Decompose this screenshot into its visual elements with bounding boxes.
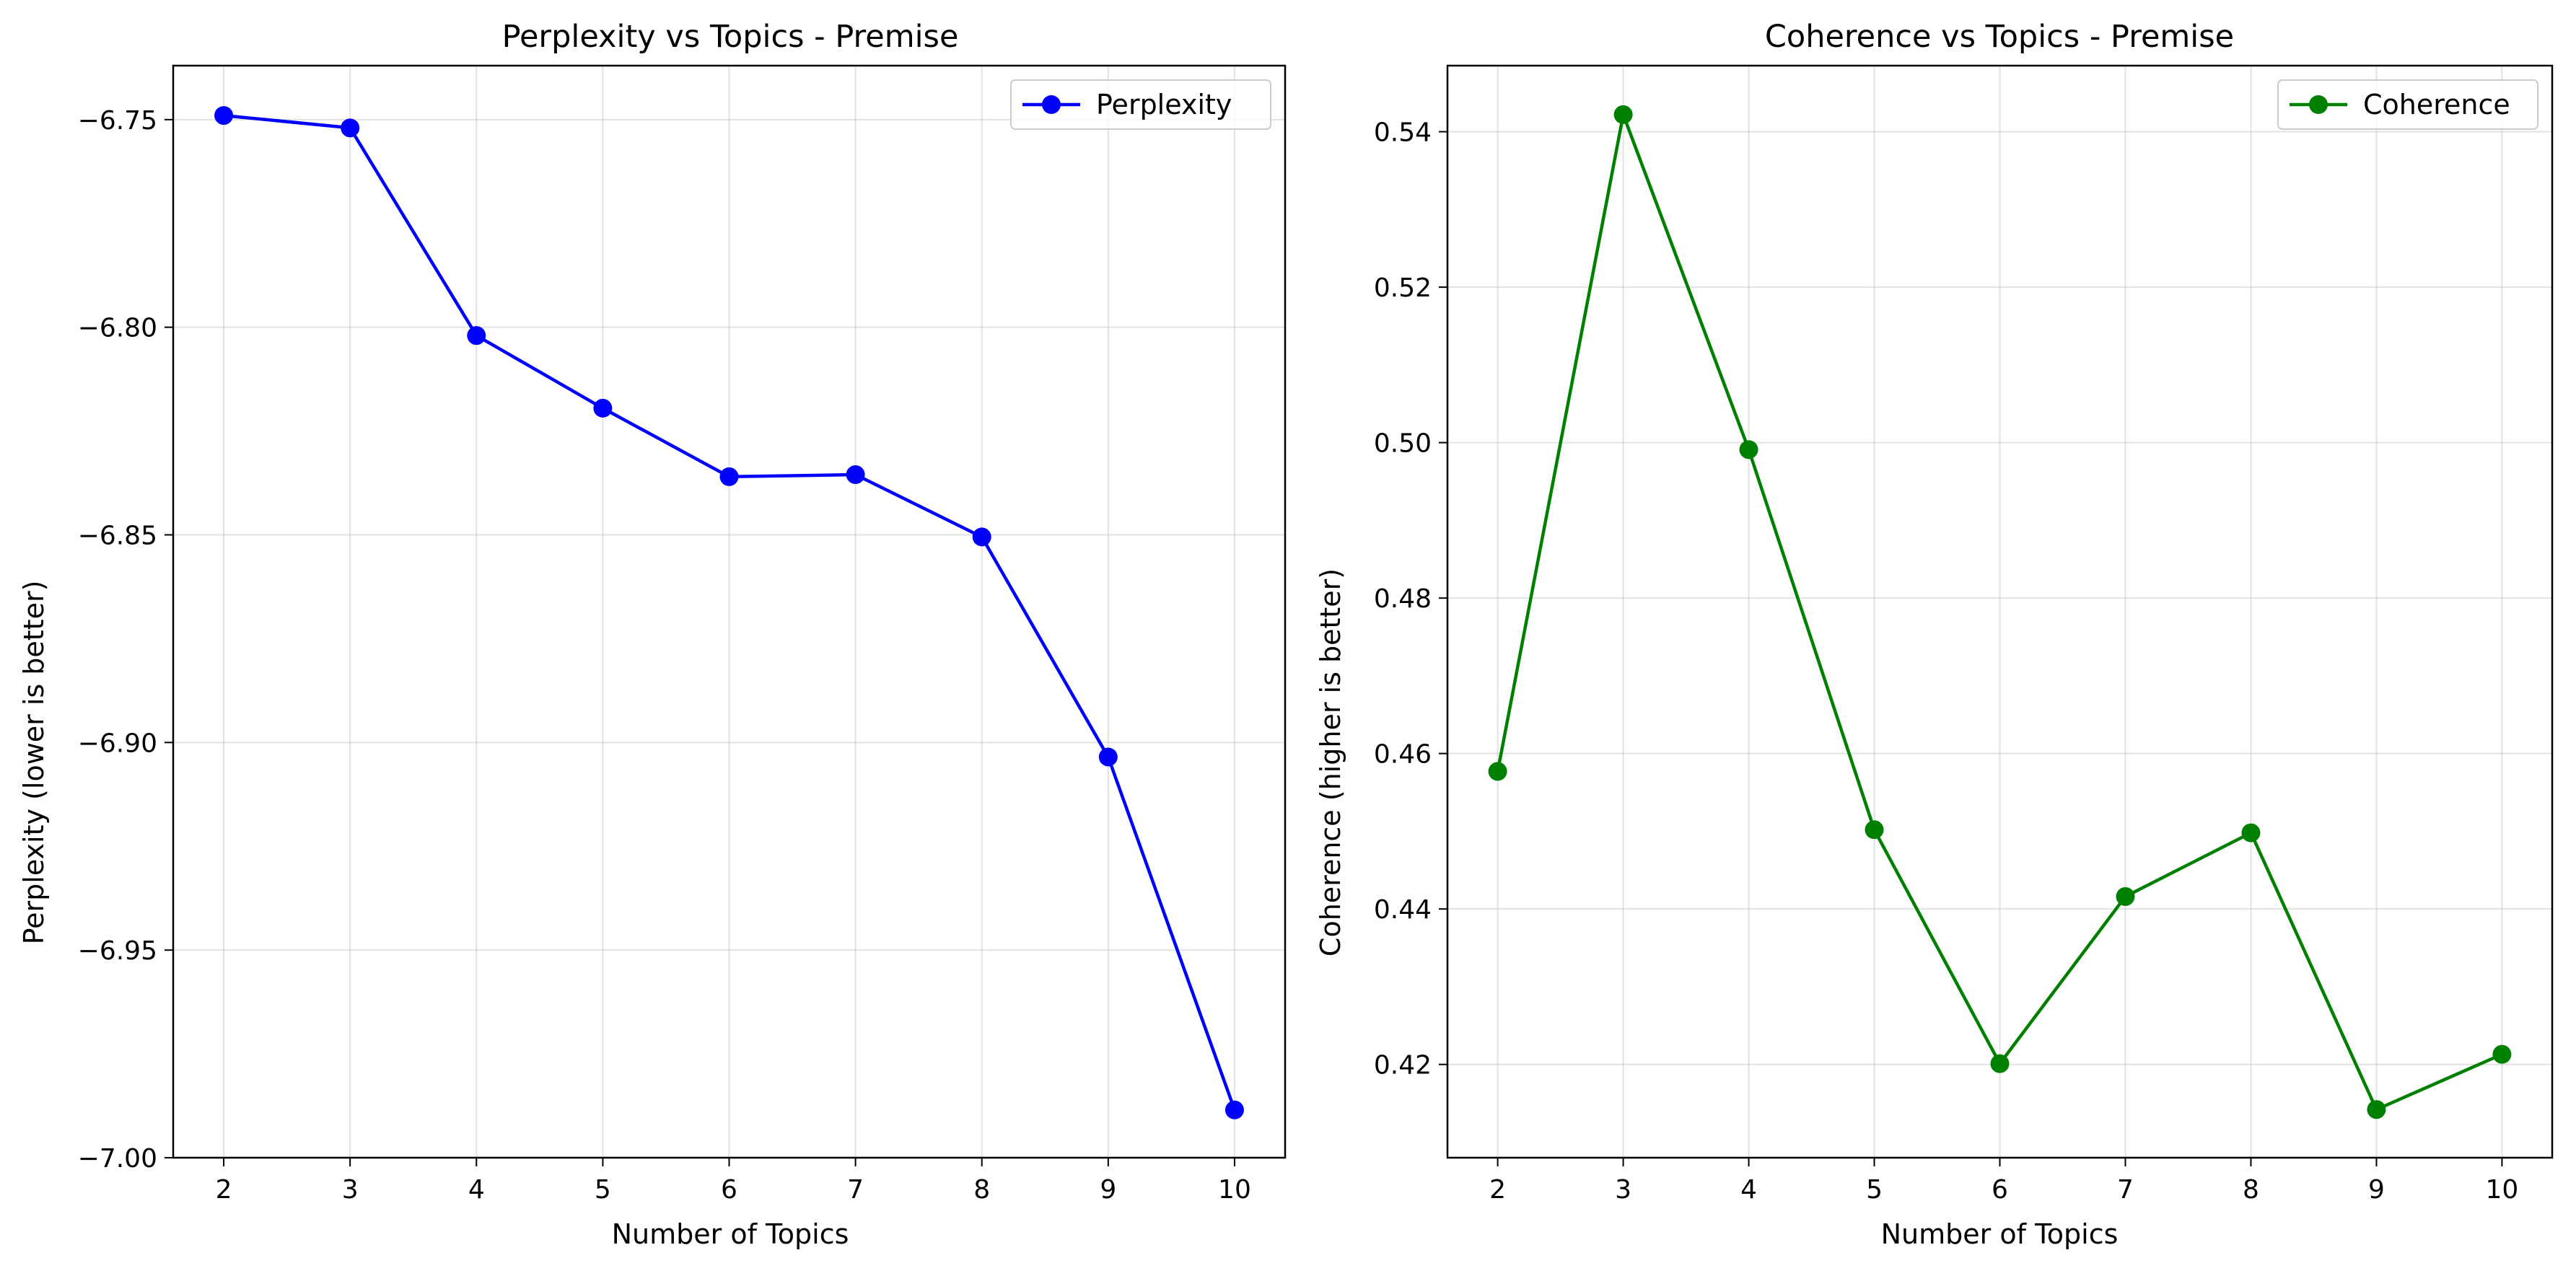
- coherence-x-tick-label: 4: [1740, 1175, 1757, 1205]
- perplexity-y-tick-label: −6.85: [78, 522, 157, 551]
- perplexity-y-tick-label: −6.90: [78, 729, 157, 758]
- perplexity-legend-box: [1010, 79, 1271, 130]
- coherence-y-tick-label: 0.42: [1374, 1051, 1432, 1081]
- perplexity-data-point: [846, 465, 865, 485]
- coherence-legend: Coherence: [2277, 79, 2538, 130]
- perplexity-data-point: [719, 467, 739, 486]
- coherence-y-tick-label: 0.54: [1374, 118, 1432, 148]
- coherence-legend-marker: [2309, 95, 2328, 114]
- coherence-grid: [1447, 66, 2552, 1158]
- coherence-legend-label: Coherence: [2363, 89, 2510, 120]
- perplexity-x-axis-label: Number of Topics: [612, 1218, 849, 1250]
- perplexity-axes-frame: [172, 64, 1287, 1159]
- coherence-axes-frame: [1446, 64, 2554, 1159]
- perplexity-legend: Perplexity: [1010, 79, 1271, 130]
- coherence-data-point: [1613, 105, 1633, 124]
- perplexity-x-tick-label: 5: [595, 1175, 611, 1205]
- perplexity-chart-title: Perplexity vs Topics - Premise: [502, 19, 959, 55]
- coherence-data-point: [1739, 440, 1758, 459]
- coherence-data-point: [2492, 1044, 2512, 1064]
- perplexity-y-tick-label: −6.80: [78, 314, 157, 343]
- perplexity-x-tick-label: 4: [468, 1175, 485, 1205]
- coherence-data-point: [1990, 1054, 2010, 1073]
- coherence-y-tick-label: 0.50: [1374, 429, 1432, 459]
- perplexity-y-axis-label: Perplexity (lower is better): [18, 581, 50, 945]
- coherence-data-point: [1865, 820, 1884, 840]
- coherence-data-point: [2116, 886, 2135, 906]
- coherence-x-tick-label: 10: [2486, 1175, 2519, 1205]
- coherence-x-axis-label: Number of Topics: [1881, 1218, 2119, 1250]
- perplexity-legend-marker: [1042, 95, 1061, 114]
- perplexity-x-tick-label: 7: [847, 1175, 864, 1205]
- perplexity-x-tick-label: 6: [721, 1175, 737, 1205]
- perplexity-data-point: [1098, 747, 1118, 767]
- coherence-chart-title: Coherence vs Topics - Premise: [1765, 19, 2234, 55]
- perplexity-x-tick-label: 8: [973, 1175, 990, 1205]
- perplexity-y-tick-label: −7.00: [78, 1144, 157, 1174]
- coherence-x-tick-label: 8: [2243, 1175, 2259, 1205]
- perplexity-data-point: [1225, 1100, 1244, 1119]
- coherence-x-tick-label: 6: [1992, 1175, 2008, 1205]
- perplexity-y-tick-label: −6.95: [78, 936, 157, 966]
- perplexity-data-point: [467, 326, 486, 346]
- perplexity-x-tick-label: 2: [216, 1175, 232, 1205]
- coherence-x-tick-label: 5: [1866, 1175, 1883, 1205]
- perplexity-chart: Perplexity vs Topics - Premise Number of…: [18, 19, 1287, 1250]
- perplexity-legend-label: Perplexity: [1096, 89, 1232, 120]
- coherence-y-tick-label: 0.52: [1374, 273, 1432, 303]
- coherence-x-tick-label: 9: [2368, 1175, 2385, 1205]
- coherence-chart: Coherence vs Topics - Premise Number of …: [1315, 19, 2554, 1250]
- coherence-data-point: [1488, 762, 1507, 781]
- perplexity-data-point: [972, 527, 991, 547]
- perplexity-data-point: [593, 398, 613, 418]
- perplexity-x-tick-label: 3: [342, 1175, 359, 1205]
- coherence-x-tick-label: 3: [1615, 1175, 1631, 1205]
- coherence-data-point: [2241, 823, 2261, 842]
- perplexity-y-tick-label: −6.75: [78, 106, 157, 136]
- coherence-y-tick-label: 0.48: [1374, 584, 1432, 614]
- coherence-data-point: [2367, 1100, 2386, 1119]
- perplexity-grid: [173, 66, 1285, 1158]
- coherence-legend-box: [2277, 79, 2538, 130]
- coherence-x-tick-label: 7: [2117, 1175, 2134, 1205]
- perplexity-x-tick-label: 9: [1100, 1175, 1116, 1205]
- perplexity-data-point: [214, 106, 234, 126]
- coherence-x-tick-label: 2: [1489, 1175, 1506, 1205]
- perplexity-x-tick-label: 10: [1218, 1175, 1251, 1205]
- perplexity-data-point: [341, 118, 360, 138]
- coherence-y-axis-label: Coherence (higher is better): [1315, 568, 1346, 956]
- coherence-y-tick-label: 0.46: [1374, 740, 1432, 770]
- coherence-y-tick-label: 0.44: [1374, 895, 1432, 925]
